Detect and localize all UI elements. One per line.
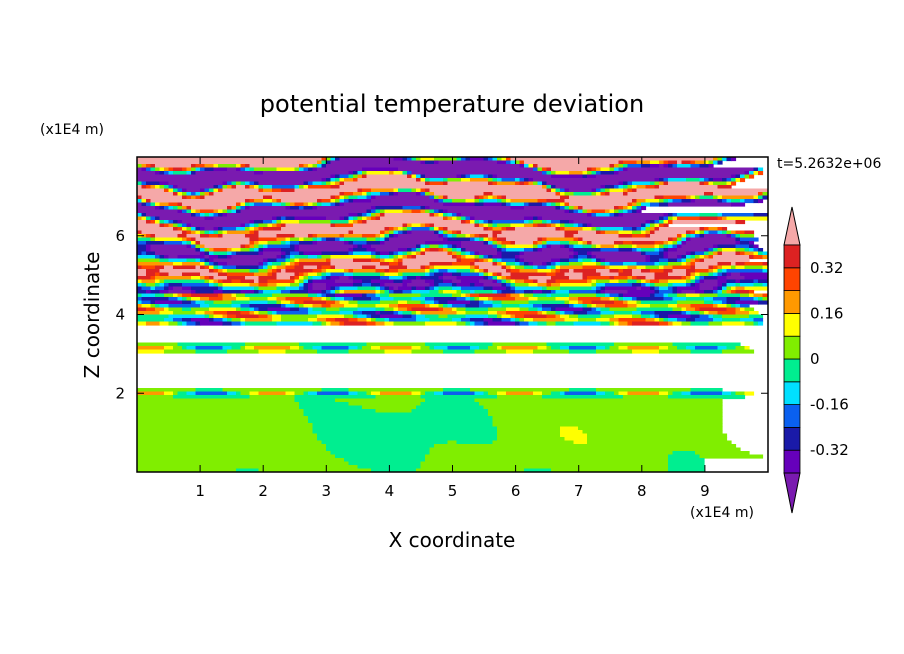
x-unit-label: (x1E4 m) <box>690 505 754 521</box>
x-tick-label: 4 <box>385 482 395 500</box>
colorbar-tick-label: -0.16 <box>810 396 849 414</box>
colorbar-segment <box>783 290 801 314</box>
x-axis-label: X coordinate <box>389 528 516 552</box>
y-tick-label: 6 <box>115 227 125 245</box>
time-label: t=5.2632e+06 <box>777 156 881 172</box>
colorbar-tick-label: -0.32 <box>810 441 849 459</box>
y-tick-label: 4 <box>115 306 125 324</box>
colorbar-over-triangle <box>783 206 801 246</box>
x-tick-label: 6 <box>511 482 521 500</box>
colorbar-segment <box>783 244 801 269</box>
chart-title: potential temperature deviation <box>260 90 644 118</box>
x-tick-label: 5 <box>448 482 458 500</box>
y-axis-label: Z coordinate <box>80 252 104 379</box>
x-tick-label: 1 <box>195 482 205 500</box>
colorbar-tick-label: 0 <box>810 350 820 368</box>
x-tick-label: 2 <box>258 482 268 500</box>
colorbar-tick-label: 0.16 <box>810 304 843 322</box>
x-tick-label: 8 <box>637 482 647 500</box>
colorbar-segment <box>783 449 801 474</box>
colorbar-segment <box>783 381 801 405</box>
colorbar-segment <box>783 312 801 337</box>
y-axis: 2 4 6 <box>115 227 768 402</box>
colorbar-under-triangle <box>783 472 801 514</box>
y-tick-label: 2 <box>115 384 125 402</box>
x-tick-label: 7 <box>574 482 584 500</box>
colorbar-segment <box>783 404 801 428</box>
x-tick-label: 9 <box>700 482 710 500</box>
x-tick-label: 3 <box>322 482 332 500</box>
contour-field <box>137 157 768 472</box>
colorbar-tick-label: 0.32 <box>810 259 843 277</box>
colorbar-segment <box>783 335 801 360</box>
y-unit-label: (x1E4 m) <box>40 122 104 138</box>
colorbar-segment <box>783 358 801 383</box>
colorbar-segment <box>783 267 801 291</box>
colorbar: -0.32 -0.16 0 0.16 0.32 <box>783 206 849 514</box>
x-axis: 1 2 3 4 5 6 7 8 9 <box>195 157 710 500</box>
colorbar-segment <box>783 426 801 451</box>
